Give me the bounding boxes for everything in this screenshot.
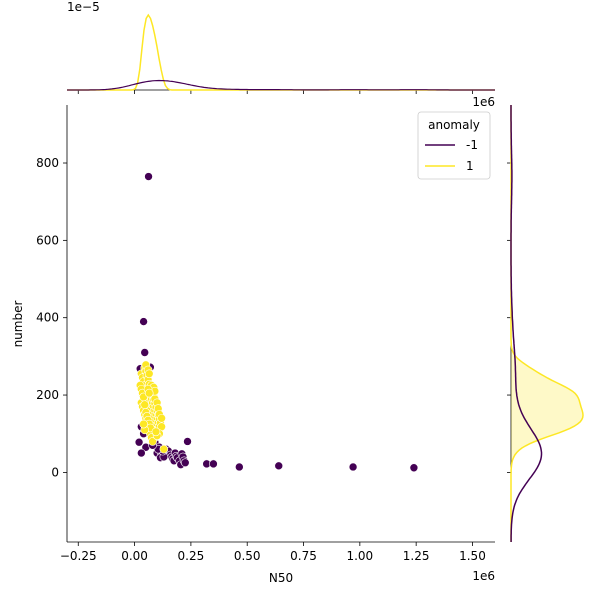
point-anomaly-1 [148, 437, 157, 446]
y-tick-label: 600 [36, 233, 59, 247]
point-anomaly-1 [144, 369, 154, 379]
x-tick-label: 1.50 [459, 549, 486, 563]
x-tick-label: 0.00 [121, 549, 148, 563]
point-anomaly-neg1 [409, 463, 419, 473]
top-marginal-plot: 1e−5 [67, 0, 495, 94]
legend: anomaly -1 1 [417, 111, 491, 180]
x-offset-label: 1e6 [472, 569, 495, 583]
top-marginal-offset-label: 1e−5 [67, 0, 100, 14]
y-tick-label: 200 [36, 388, 59, 402]
right-marginal-plot [507, 105, 584, 542]
point-anomaly-1 [140, 400, 150, 410]
legend-title: anomaly [428, 118, 480, 132]
x-ticks: −0.25 0.00 0.25 0.50 0.75 1.00 1.25 1.50 [60, 542, 486, 563]
right-kde-anomaly-1-fill [511, 105, 583, 542]
y-tick-label: 0 [51, 465, 59, 479]
legend-label-neg1: -1 [466, 138, 478, 152]
point-anomaly-neg1 [144, 172, 153, 181]
top-kde-anomaly-neg1 [67, 79, 495, 91]
legend-label-1: 1 [466, 159, 474, 173]
point-anomaly-1 [159, 444, 169, 454]
point-anomaly-neg1 [180, 458, 190, 468]
point-anomaly-1 [157, 413, 166, 423]
x-tick-label: 1.25 [403, 549, 430, 563]
point-anomaly-neg1 [348, 462, 358, 472]
point-anomaly-neg1 [183, 437, 192, 446]
y-tick-label: 400 [36, 311, 59, 325]
point-anomaly-neg1 [235, 462, 244, 472]
point-anomaly-1 [144, 388, 154, 398]
point-anomaly-neg1 [274, 461, 284, 471]
point-anomaly-1 [151, 427, 161, 437]
point-anomaly-neg1 [139, 317, 148, 326]
right-kde-anomaly-neg1 [510, 105, 543, 542]
point-anomaly-neg1 [209, 459, 218, 469]
x-tick-label: −0.25 [60, 549, 97, 563]
x-offset-label-top: 1e6 [472, 95, 495, 109]
x-tick-label: 0.75 [290, 549, 317, 563]
point-anomaly-1 [139, 419, 148, 429]
y-axis-label: number [11, 301, 25, 348]
y-tick-label: 800 [36, 156, 59, 170]
point-anomaly-neg1 [140, 348, 150, 357]
x-axis-label: N50 [269, 571, 293, 585]
scatter-points [134, 172, 419, 473]
point-anomaly-neg1 [137, 448, 146, 458]
x-tick-label: 1.00 [346, 549, 373, 563]
point-anomaly-neg1 [134, 437, 144, 447]
y-ticks: 0 200 400 600 800 [36, 156, 67, 479]
x-tick-label: 0.25 [178, 549, 205, 563]
x-tick-label: 0.50 [234, 549, 261, 563]
main-axes: −0.25 0.00 0.25 0.50 0.75 1.00 1.25 1.50 0 200 40… [11, 95, 495, 585]
right-kde-anomaly-1 [510, 105, 584, 542]
